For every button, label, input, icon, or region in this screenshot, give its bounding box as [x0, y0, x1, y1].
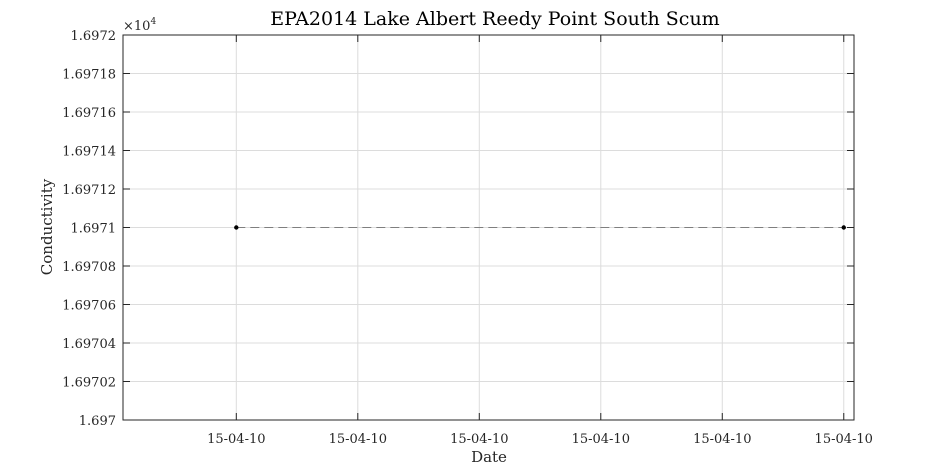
y-tick-label: 1.69702 [62, 376, 116, 391]
x-tick-label: 15-04-10 [693, 432, 751, 447]
x-tick-label: 15-04-10 [450, 432, 508, 447]
y-tick-label: 1.69704 [62, 337, 116, 352]
y-exponent-label: ×104 [123, 17, 156, 34]
x-tick-label: 15-04-10 [207, 432, 265, 447]
x-tick-labels: 15-04-10 15-04-10 15-04-10 15-04-10 15-04-10… [207, 432, 873, 447]
x-tick-label: 15-04-10 [572, 432, 630, 447]
y-exponent-base: ×10 [123, 19, 150, 34]
y-tick-label: 1.6971 [71, 222, 117, 237]
y-tick-label: 1.697 [79, 414, 116, 429]
y-axis-label: Conductivity [38, 178, 56, 275]
x-tick-label: 15-04-10 [329, 432, 387, 447]
y-tick-label: 1.6972 [71, 29, 117, 44]
data-point [841, 225, 846, 230]
y-tick-labels: 1.697 1.69702 1.69704 1.69706 1.69708 1.6971 1… [62, 29, 116, 429]
axis-ticks [123, 34, 854, 421]
y-tick-label: 1.69714 [62, 145, 116, 160]
x-tick-label: 15-04-10 [815, 432, 873, 447]
y-exponent-power: 4 [150, 17, 156, 27]
y-tick-label: 1.69718 [62, 68, 116, 83]
y-tick-label: 1.69708 [62, 260, 116, 275]
chart-title: EPA2014 Lake Albert Reedy Point South Sc… [270, 8, 719, 30]
series-layer [234, 225, 846, 230]
x-axis-label: Date [471, 448, 507, 466]
y-tick-label: 1.69716 [62, 106, 116, 121]
y-tick-label: 1.69712 [62, 183, 116, 198]
data-point [234, 225, 239, 230]
plot-frame [122, 34, 855, 421]
y-tick-label: 1.69706 [62, 299, 116, 314]
